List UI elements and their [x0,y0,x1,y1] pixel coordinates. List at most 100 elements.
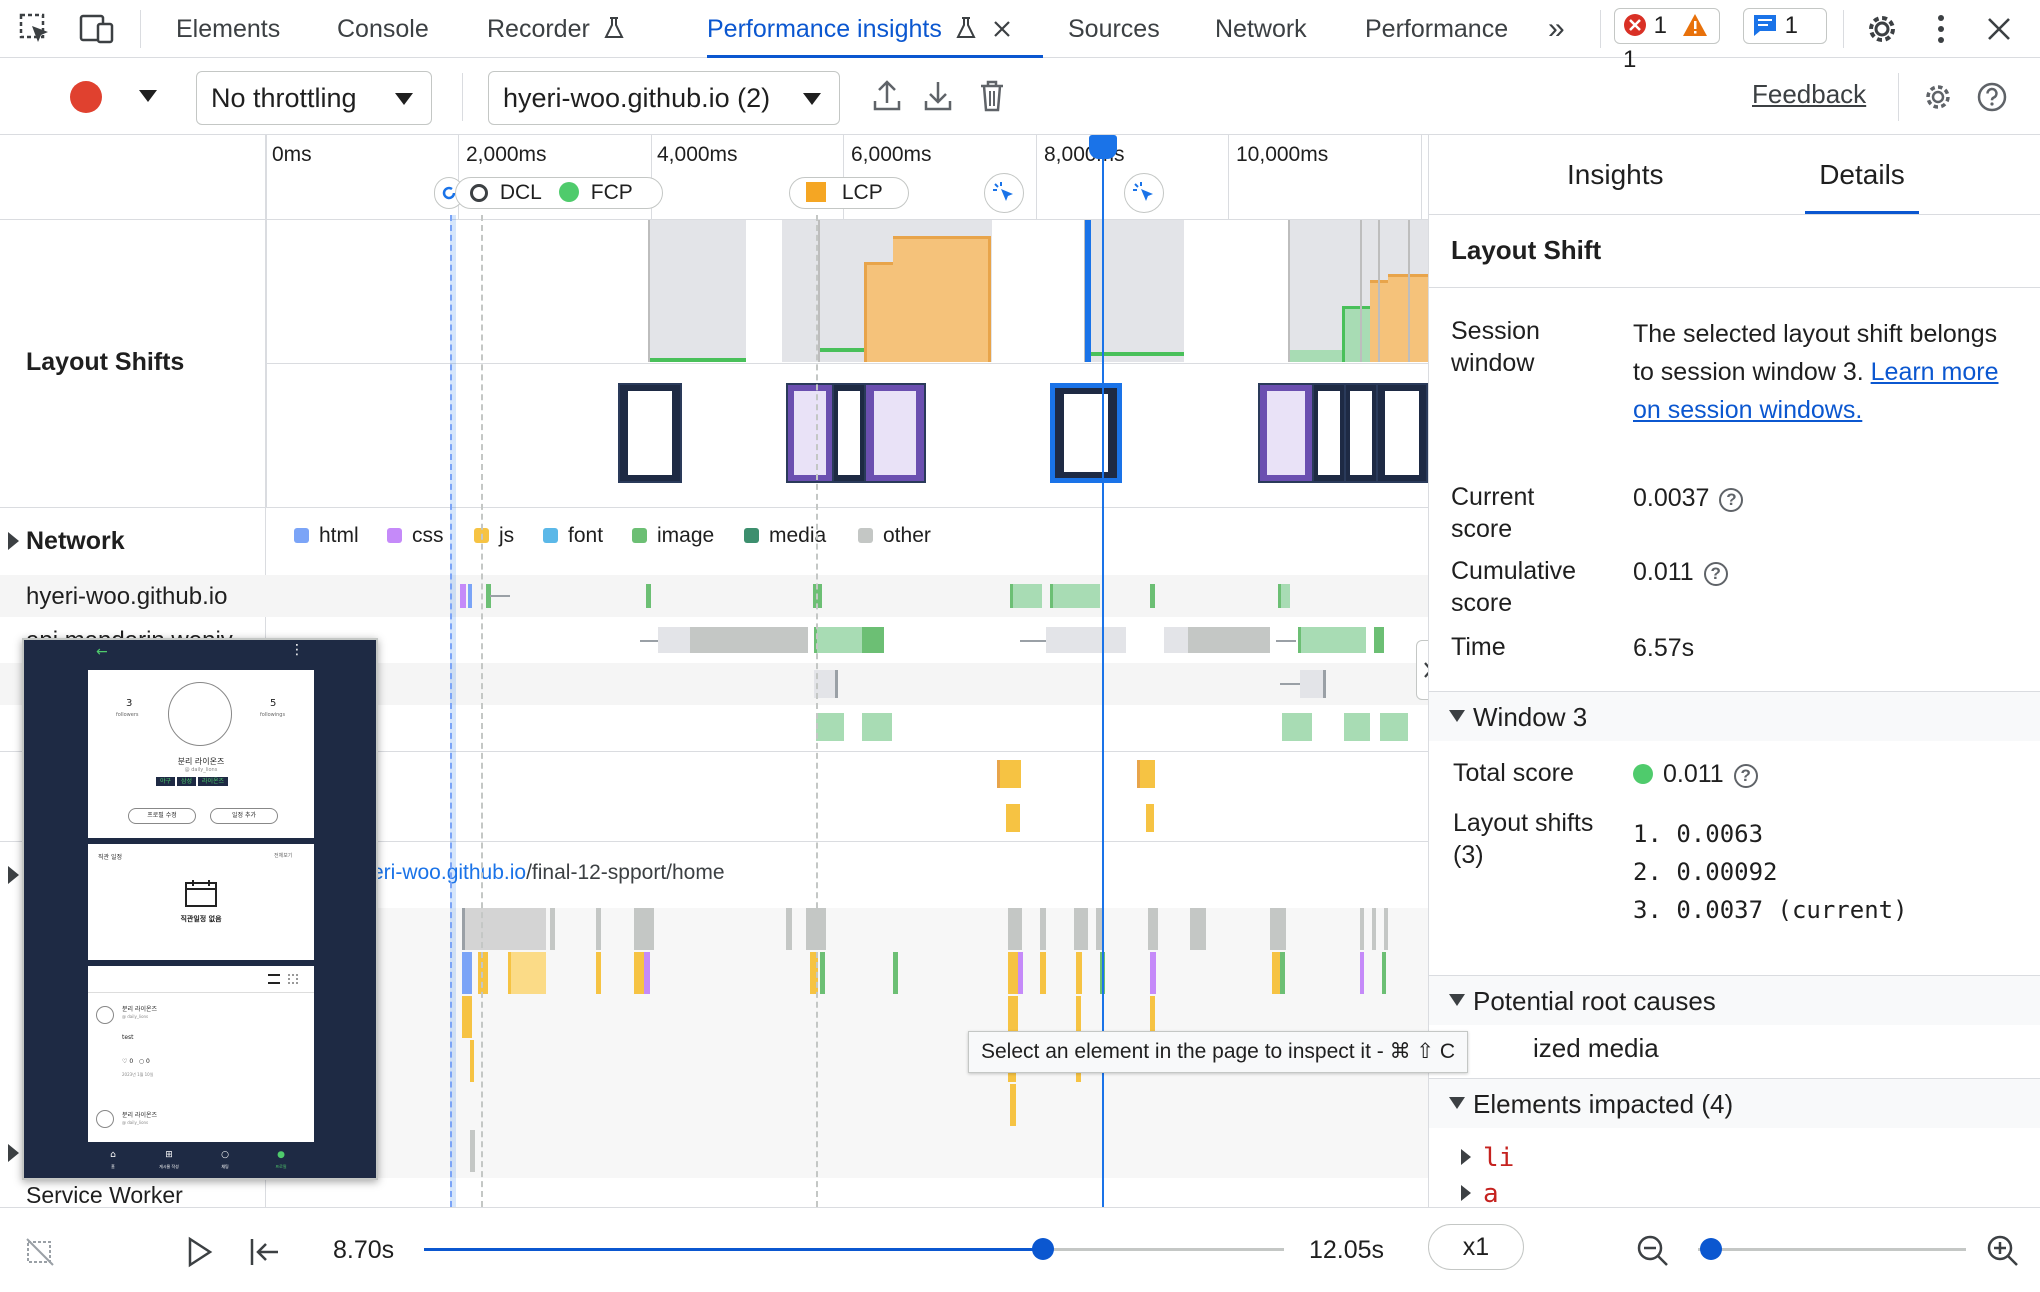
network-request[interactable] [816,713,844,741]
more-tabs-button[interactable]: » [1548,12,1565,45]
window-section-header[interactable]: Window 3 [1429,691,2040,741]
network-request[interactable] [658,627,690,653]
function-call[interactable] [1010,1084,1016,1126]
impacted-element[interactable]: a [1461,1179,1499,1207]
layout-shift-screenshot[interactable] [1376,383,1428,483]
layout-shift-screenshot[interactable] [832,383,866,483]
network-request[interactable] [1374,627,1384,653]
script-evaluation[interactable] [1382,952,1386,994]
lcp-marker[interactable]: LCP [789,177,909,209]
network-request[interactable] [1146,804,1154,832]
session-window-link[interactable]: Learn more on session windows. [1633,358,1999,424]
record-options-dropdown[interactable] [139,90,157,102]
layout-shift-bar[interactable] [893,236,991,362]
throttling-select[interactable]: No throttling [196,71,432,125]
script-evaluation[interactable] [1076,952,1082,994]
recording-select[interactable]: hyeri-woo.github.io (2) [488,71,840,125]
screenshots-toggle-icon[interactable] [24,1236,56,1268]
help-icon[interactable]: ? [1733,764,1758,788]
close-tab-icon[interactable] [992,19,1012,39]
zoom-out-icon[interactable] [1636,1234,1670,1268]
playback-slider-thumb[interactable] [1032,1238,1055,1260]
network-request[interactable] [640,640,660,642]
network-request[interactable] [1278,584,1290,608]
layout-shift-screenshot[interactable] [786,383,834,483]
task[interactable] [596,908,601,950]
tab-network[interactable]: Network [1215,15,1307,43]
layout-shift-screenshot[interactable] [864,383,926,483]
help-icon[interactable] [1976,81,2008,113]
help-icon[interactable]: ? [1703,562,1728,586]
service-worker-expand-icon[interactable] [8,1144,19,1162]
feedback-link[interactable]: Feedback [1752,79,1867,109]
main-thread-url[interactable]: eri-woo.github.io/final-12-spport/home [372,861,725,885]
script-evaluation[interactable] [1040,952,1046,994]
network-request[interactable] [468,584,472,608]
network-request[interactable] [1150,584,1155,608]
network-request[interactable] [1046,627,1126,653]
script-evaluation[interactable] [508,952,546,994]
layout-shift-item[interactable]: 2. 0.00092 [1633,858,1778,886]
layout-shift-screenshot[interactable] [1312,383,1346,483]
settings-gear-icon[interactable] [1922,81,1954,113]
device-toolbar-icon[interactable] [78,12,116,46]
network-request[interactable] [814,627,864,653]
task[interactable] [1190,908,1206,950]
tab-performance-insights[interactable]: Performance insights [707,0,1043,58]
script-evaluation[interactable] [1360,952,1364,994]
script-evaluation[interactable] [1272,952,1280,994]
more-options-icon[interactable] [1933,12,1949,46]
interaction-marker[interactable] [1124,173,1164,213]
task[interactable] [550,908,555,950]
network-expand-icon[interactable] [8,532,19,550]
tab-insights[interactable]: Insights [1567,159,1664,190]
task[interactable] [1008,908,1022,950]
error-count-badge[interactable]: 1 1 [1614,8,1720,73]
messages-badge[interactable]: 1 [1743,8,1827,44]
tab-console[interactable]: Console [337,15,429,43]
zoom-slider[interactable] [1698,1238,1966,1260]
inspect-element-icon[interactable] [18,12,52,46]
layout-shift-screenshot[interactable] [1258,383,1314,483]
tab-elements[interactable]: Elements [176,15,281,43]
function-call[interactable] [470,1130,475,1172]
network-request[interactable] [862,627,884,653]
selected-layout-shift-screenshot[interactable] [1050,383,1122,483]
network-request[interactable] [997,760,1021,788]
function-call[interactable] [462,996,472,1038]
layout-shift-session[interactable] [1084,220,1184,362]
network-request[interactable] [690,627,808,653]
network-request[interactable] [1298,627,1366,653]
network-request[interactable] [862,713,892,741]
layout-shift-bar[interactable] [864,262,894,362]
skip-to-start-icon[interactable] [248,1236,282,1268]
tab-details[interactable]: Details [1805,135,1919,215]
tab-performance[interactable]: Performance [1365,15,1509,43]
record-button[interactable] [70,81,102,113]
network-request[interactable] [1276,640,1296,642]
network-request[interactable] [646,584,651,608]
network-row[interactable] [0,575,1428,617]
playhead-line[interactable] [1102,135,1104,1207]
script-evaluation[interactable] [820,952,825,994]
task[interactable] [1096,908,1102,950]
task[interactable] [1148,908,1158,950]
impacted-element[interactable]: li [1461,1143,1514,1173]
function-call[interactable] [1076,996,1081,1038]
network-request[interactable] [1380,713,1408,741]
network-request[interactable] [490,595,510,597]
help-icon[interactable]: ? [1719,488,1744,512]
upload-icon[interactable] [872,79,902,113]
dcl-fcp-marker[interactable]: DCL FCP [455,177,663,209]
network-request[interactable] [1137,760,1155,788]
script-evaluation[interactable] [462,952,472,994]
layout-shift-bar[interactable] [1342,306,1370,362]
script-evaluation[interactable] [810,952,818,994]
network-request[interactable] [814,670,838,698]
network-request[interactable] [1164,627,1270,653]
network-request[interactable] [1344,713,1370,741]
root-causes-header[interactable]: Potential root causes [1429,975,2040,1025]
task[interactable] [1074,908,1088,950]
task[interactable] [1360,908,1364,950]
network-request[interactable] [1010,584,1042,608]
